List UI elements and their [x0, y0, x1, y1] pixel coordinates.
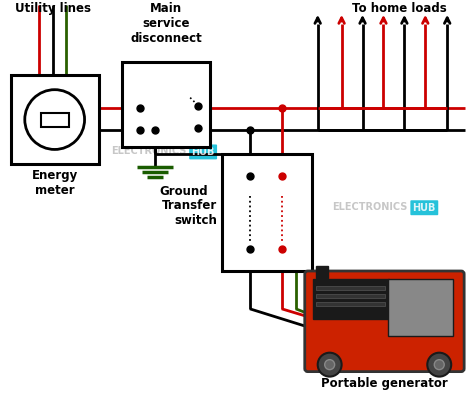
- Text: Ground: Ground: [159, 185, 208, 198]
- Text: To home loads: To home loads: [352, 2, 447, 15]
- Text: Portable generator: Portable generator: [321, 376, 448, 389]
- FancyBboxPatch shape: [305, 271, 464, 372]
- Bar: [316, 294, 385, 298]
- Text: Main
service
disconnect: Main service disconnect: [130, 2, 202, 45]
- Bar: [122, 62, 210, 147]
- Bar: [316, 266, 328, 278]
- FancyBboxPatch shape: [189, 145, 217, 160]
- Text: Energy
meter: Energy meter: [32, 169, 78, 197]
- Circle shape: [427, 353, 451, 376]
- Text: Utility lines: Utility lines: [15, 2, 91, 15]
- Bar: [222, 154, 312, 271]
- Circle shape: [318, 353, 342, 376]
- Bar: [316, 286, 385, 290]
- Circle shape: [434, 360, 444, 370]
- Text: HUB: HUB: [413, 203, 436, 213]
- Bar: [11, 75, 99, 164]
- Bar: [316, 302, 385, 306]
- Bar: [313, 279, 390, 319]
- FancyBboxPatch shape: [410, 200, 438, 215]
- Text: ELECTRONICS: ELECTRONICS: [332, 202, 407, 212]
- Circle shape: [25, 90, 84, 149]
- Text: ELECTRONICS: ELECTRONICS: [110, 147, 186, 156]
- Text: Transfer
switch: Transfer switch: [162, 199, 217, 227]
- Circle shape: [325, 360, 335, 370]
- Bar: [388, 279, 454, 336]
- Text: HUB: HUB: [191, 147, 215, 157]
- Bar: [41, 112, 69, 127]
